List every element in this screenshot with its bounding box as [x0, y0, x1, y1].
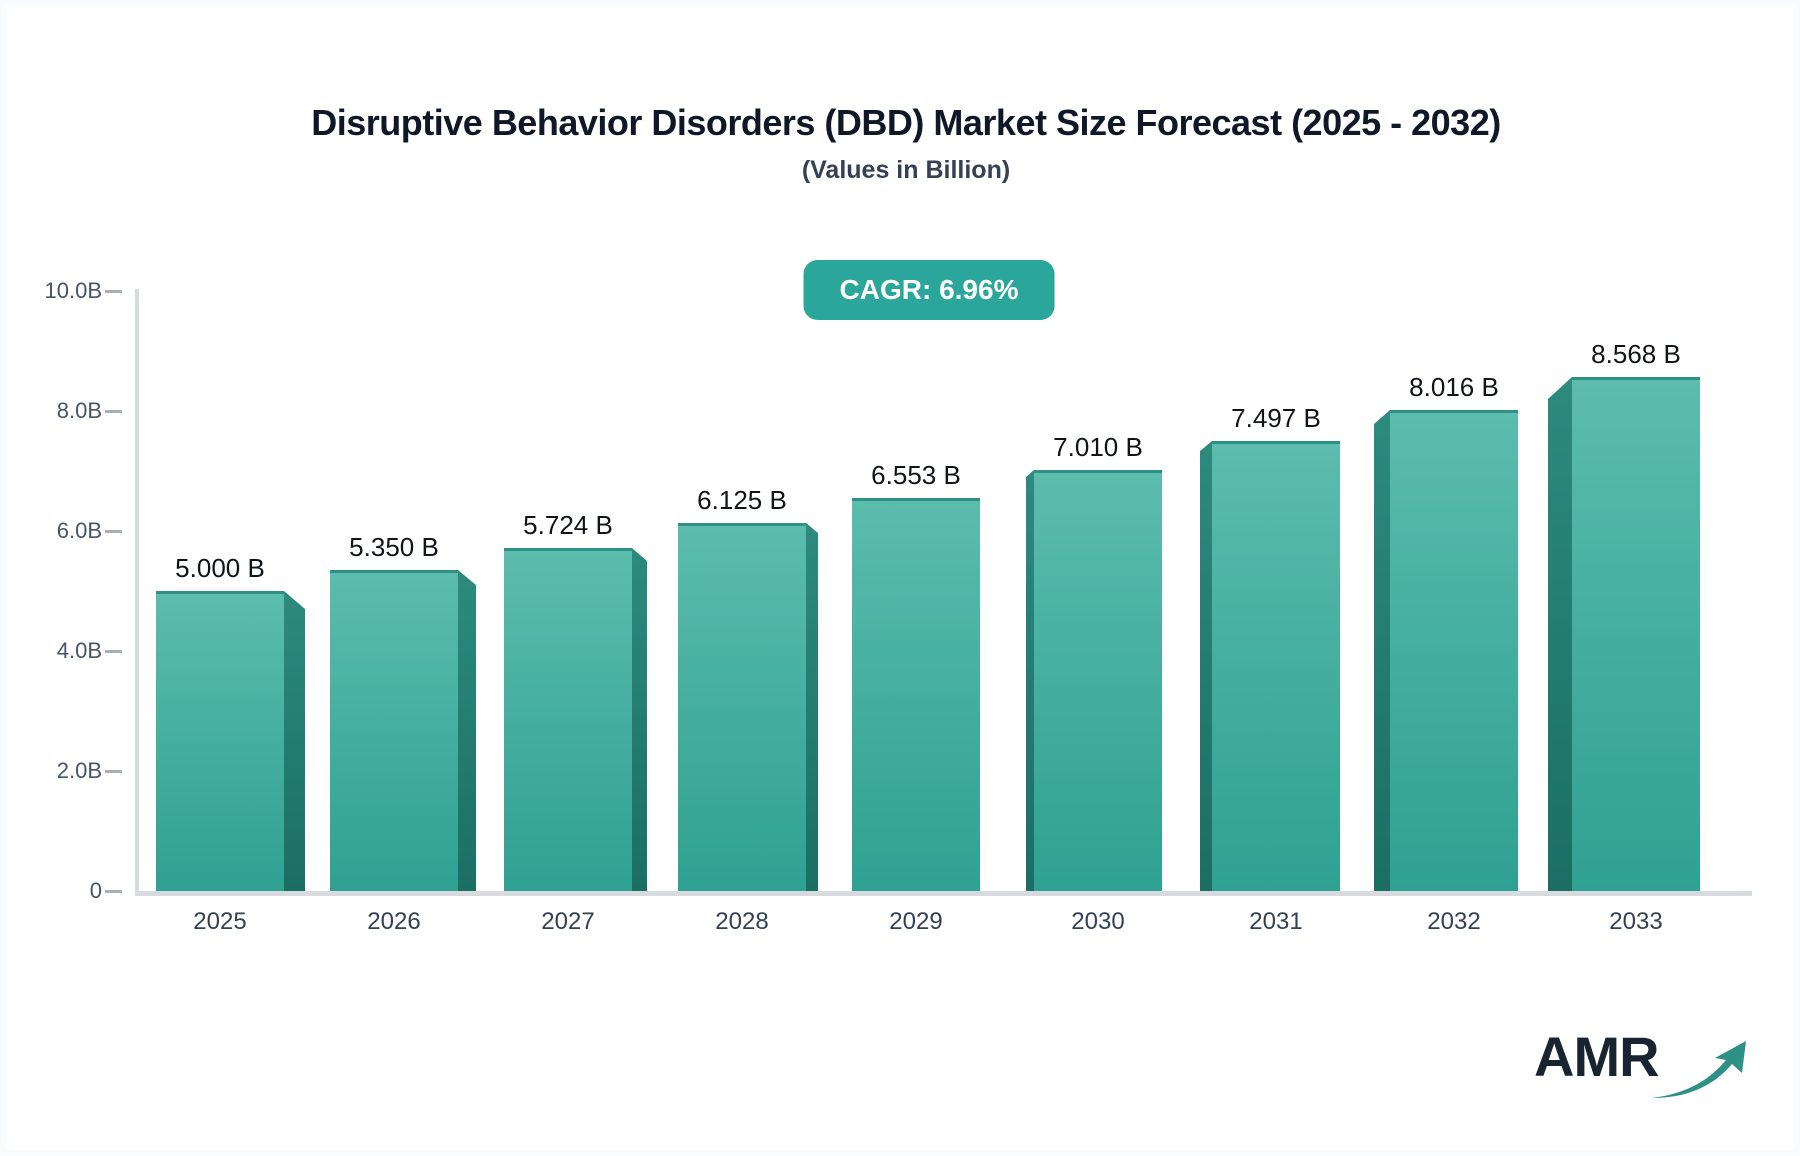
x-tick-label: 2030: [1071, 908, 1125, 935]
x-tick-label: 2031: [1249, 908, 1303, 935]
bar-2026[interactable]: [330, 570, 476, 891]
bar-side-3d: [1026, 470, 1034, 891]
y-tick-mark: [105, 650, 122, 653]
bar-value-label: 5.724 B: [523, 510, 613, 540]
amr-logo-arrow-icon: [1652, 1041, 1746, 1098]
bar-value-label: 8.016 B: [1409, 372, 1499, 402]
bar-face: [330, 570, 458, 891]
bar-2030[interactable]: [1026, 470, 1162, 891]
bar-value-label: 5.000 B: [175, 553, 265, 583]
bar-face: [504, 548, 632, 891]
bar-side-3d: [1548, 377, 1572, 891]
chart-subtitle: (Values in Billion): [801, 156, 1011, 184]
bar-2031[interactable]: [1200, 441, 1340, 891]
bar-face: [852, 498, 980, 891]
x-tick-label: 2028: [715, 908, 769, 935]
bar-side-3d: [806, 523, 818, 891]
x-tick-label: 2032: [1427, 908, 1481, 935]
bar-2028[interactable]: [678, 523, 818, 891]
bar-value-label: 7.010 B: [1053, 432, 1143, 462]
y-tick-mark: [105, 530, 122, 533]
amr-logo: AMR: [1534, 1024, 1764, 1114]
x-axis-line: [135, 891, 1752, 896]
bar-2025[interactable]: [156, 591, 305, 891]
chart-title: Disruptive Behavior Disorders (DBD) Mark…: [311, 102, 1501, 143]
bar-value-label: 5.350 B: [349, 532, 439, 562]
bar-value-label: 6.553 B: [871, 460, 961, 490]
y-tick-label: 4.0B: [56, 638, 102, 663]
x-tick-label: 2033: [1609, 908, 1663, 935]
y-tick-label: 0: [89, 878, 102, 903]
bar-value-label: 8.568 B: [1591, 339, 1681, 369]
bar-face: [1572, 377, 1700, 891]
bar-side-3d: [1200, 441, 1212, 891]
y-tick-label: 10.0B: [44, 278, 103, 303]
amr-logo-text: AMR: [1534, 1025, 1660, 1088]
bar-face: [678, 523, 806, 891]
bar-face: [1034, 470, 1162, 891]
bar-2033[interactable]: [1548, 377, 1700, 891]
bar-side-3d: [632, 548, 647, 891]
bar-value-label: 6.125 B: [697, 485, 787, 515]
bar-face: [156, 591, 284, 891]
bar-value-label: 7.497 B: [1231, 403, 1321, 433]
y-tick-mark: [105, 290, 122, 293]
bar-face: [1212, 441, 1340, 891]
bar-side-3d: [1374, 410, 1390, 891]
bar-face: [1390, 410, 1518, 891]
y-tick-mark: [105, 410, 122, 413]
bar-side-3d: [284, 591, 305, 891]
x-tick-label: 2026: [367, 908, 421, 935]
y-tick-label: 6.0B: [56, 518, 102, 543]
x-tick-label: 2029: [889, 908, 943, 935]
bar-2029[interactable]: [852, 498, 980, 891]
y-tick-label: 8.0B: [56, 398, 102, 423]
bar-2027[interactable]: [504, 548, 647, 891]
bar-side-3d: [458, 570, 476, 891]
y-tick-label: 2.0B: [56, 758, 102, 783]
y-tick-mark: [105, 770, 122, 773]
x-tick-label: 2025: [193, 908, 247, 935]
x-tick-label: 2027: [541, 908, 595, 935]
y-tick-mark: [105, 890, 122, 893]
y-axis-line: [135, 289, 139, 894]
cagr-badge: CAGR: 6.96%: [803, 260, 1055, 320]
bar-2032[interactable]: [1374, 410, 1518, 891]
